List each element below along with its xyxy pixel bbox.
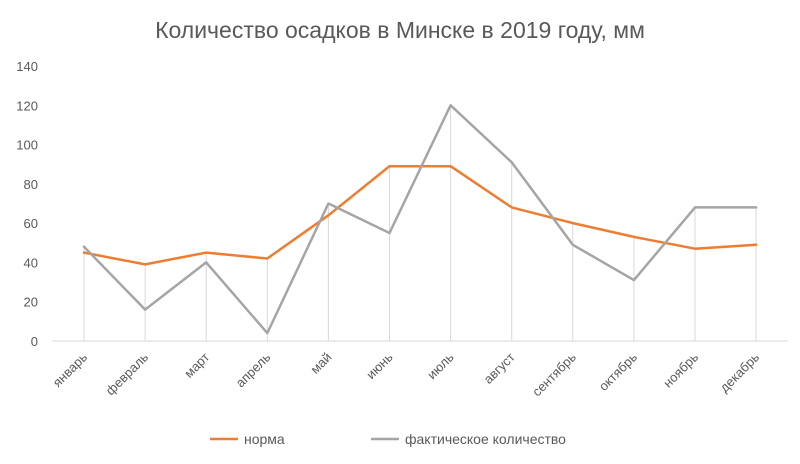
y-tick-label: 120	[16, 98, 38, 113]
legend-label: норма	[244, 431, 285, 447]
x-tick-label: август	[481, 349, 518, 386]
legend-label: фактическое количество	[405, 431, 566, 447]
x-axis-ticks: январь февраль март апрель май июнь июль август…	[50, 349, 763, 399]
series-lines	[82, 104, 758, 335]
y-tick-label: 60	[24, 216, 38, 231]
series-line-actual	[82, 104, 758, 335]
y-tick-label: 20	[24, 295, 38, 310]
chart-title: Количество осадков в Минске в 2019 году,…	[155, 17, 645, 43]
series-line-norma	[82, 164, 758, 266]
y-tick-label: 0	[31, 334, 38, 349]
legend: норма фактическое количество	[210, 431, 566, 447]
x-tick-label: февраль	[103, 349, 152, 398]
y-tick-label: 140	[16, 59, 38, 74]
x-tick-label: июль	[424, 349, 457, 382]
y-tick-label: 80	[24, 177, 38, 192]
x-tick-label: ноябрь	[660, 349, 701, 390]
x-tick-label: март	[181, 349, 212, 380]
x-tick-label: декабрь	[717, 349, 763, 395]
y-tick-label: 100	[16, 138, 38, 153]
x-tick-label: май	[307, 350, 334, 377]
x-tick-label: октябрь	[596, 349, 640, 393]
x-tick-label: сентябрь	[529, 349, 579, 399]
y-tick-label: 40	[24, 255, 38, 270]
x-tick-label: июнь	[363, 349, 396, 382]
y-axis-ticks: 0 20 40 60 80 100 120 140	[16, 59, 38, 349]
x-tick-label: апрель	[233, 349, 274, 390]
category-drop-lines	[83, 105, 757, 341]
x-tick-label: январь	[50, 349, 91, 390]
